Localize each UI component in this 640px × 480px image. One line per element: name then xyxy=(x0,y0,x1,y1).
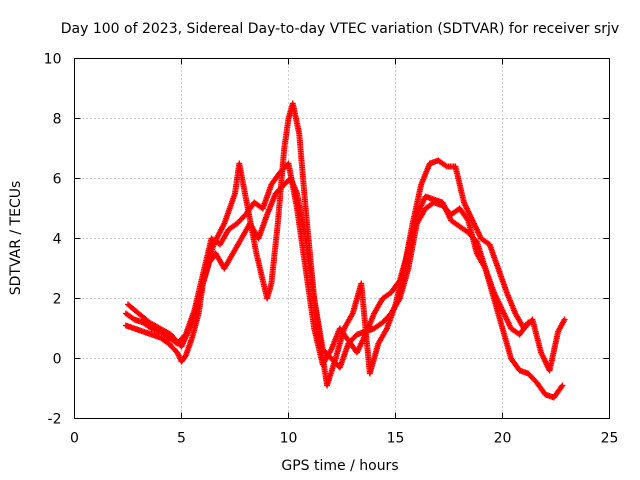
data-point xyxy=(253,248,260,255)
data-point xyxy=(481,263,488,270)
data-point xyxy=(554,330,561,337)
data-point xyxy=(138,328,145,334)
data-point xyxy=(409,222,416,229)
data-point xyxy=(400,267,407,274)
data-point xyxy=(494,263,501,270)
data-point xyxy=(527,319,534,326)
data-point xyxy=(348,312,355,318)
tick-labels: 0 5 10 15 20 25 -2 0 2 4 6 8 10 xyxy=(44,52,619,447)
series-1 xyxy=(122,175,566,401)
data-point xyxy=(351,334,358,341)
data-point xyxy=(147,331,154,337)
data-point xyxy=(370,312,377,319)
data-point xyxy=(155,324,162,331)
data-point xyxy=(210,243,217,250)
data-point xyxy=(374,342,381,349)
data-point xyxy=(332,357,339,364)
data-point xyxy=(429,196,436,202)
y-tick-label: -2 xyxy=(48,412,62,428)
data-point xyxy=(442,162,449,169)
x-tick-label: 10 xyxy=(280,431,298,447)
data-point xyxy=(511,308,518,315)
data-point xyxy=(220,222,227,228)
data-marks xyxy=(122,100,568,401)
data-point xyxy=(199,282,206,289)
plot-frame xyxy=(74,58,610,419)
data-point xyxy=(503,287,510,294)
y-tick-label: 2 xyxy=(53,292,62,308)
series-3 xyxy=(125,100,568,389)
x-tick-label: 15 xyxy=(387,431,405,447)
chart-title: Day 100 of 2023, Sidereal Day-to-day VTE… xyxy=(61,21,619,37)
x-tick-label: 0 xyxy=(70,431,79,447)
x-tick-label: 20 xyxy=(494,431,512,447)
x-tick-label: 5 xyxy=(177,431,186,447)
y-tick-label: 4 xyxy=(53,232,62,248)
data-point xyxy=(499,323,506,330)
data-point xyxy=(181,354,188,361)
data-point xyxy=(471,235,478,242)
y-tick-label: 0 xyxy=(53,352,62,368)
data-point xyxy=(285,117,292,124)
data-point xyxy=(327,348,334,354)
data-point xyxy=(188,336,195,343)
x-tick-label: 25 xyxy=(601,431,619,447)
y-tick-label: 8 xyxy=(53,112,62,128)
data-point xyxy=(129,325,136,331)
data-point xyxy=(188,321,195,328)
y-axis-label: SDTVAR / TECUs xyxy=(8,181,24,296)
data-point xyxy=(171,346,178,353)
y-tick-label: 6 xyxy=(53,172,62,188)
x-axis-label: GPS time / hours xyxy=(281,458,398,474)
y-tick-label: 10 xyxy=(44,52,62,68)
data-point xyxy=(531,376,538,383)
data-point xyxy=(263,213,270,220)
data-point xyxy=(383,327,390,333)
data-point xyxy=(537,347,544,354)
data-point xyxy=(391,303,398,310)
data-point xyxy=(240,214,247,221)
data-point xyxy=(340,327,347,334)
data-point xyxy=(417,183,424,190)
data-point xyxy=(558,383,565,390)
data-point xyxy=(560,318,567,324)
data-point xyxy=(460,197,467,204)
data-point xyxy=(231,192,238,199)
data-point xyxy=(490,287,497,294)
